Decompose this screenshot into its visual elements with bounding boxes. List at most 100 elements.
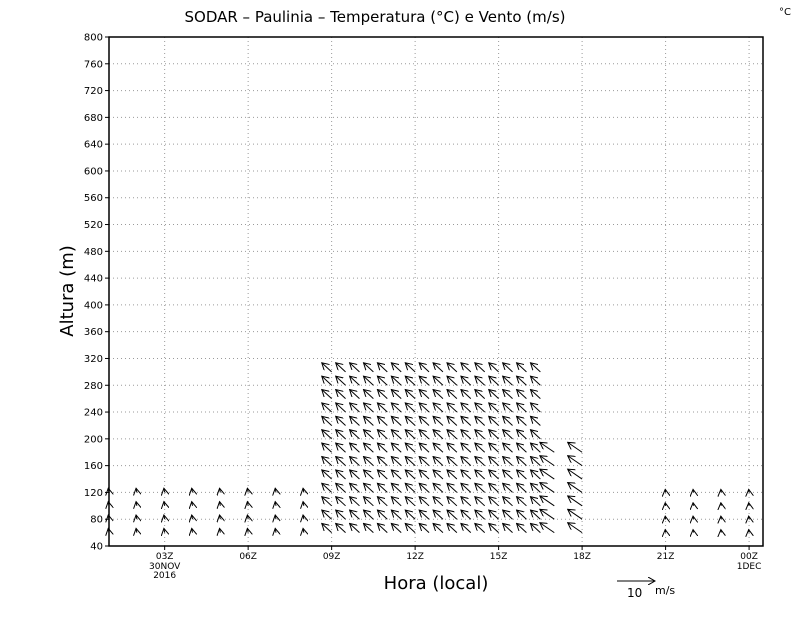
wind-arrow	[364, 430, 374, 440]
wind-arrow	[503, 470, 513, 480]
wind-arrow	[568, 442, 583, 453]
wind-arrow	[489, 443, 499, 453]
wind-arrow	[405, 363, 416, 373]
wind-arrow	[475, 376, 486, 386]
wind-arrow	[419, 376, 430, 386]
wind-arrow	[489, 497, 499, 507]
wind-arrow	[391, 416, 402, 426]
wind-arrow	[350, 390, 360, 400]
wind-arrow	[391, 403, 402, 413]
wind-arrow	[540, 469, 555, 480]
wind-arrow	[322, 457, 332, 466]
grid	[109, 37, 763, 546]
wind-arrow	[322, 510, 332, 520]
wind-arrow	[461, 376, 472, 386]
wind-arrow	[447, 416, 458, 426]
wind-arrow	[322, 363, 332, 373]
wind-arrow	[391, 363, 402, 373]
wind-arrow	[164, 528, 165, 532]
wind-arrow	[475, 403, 486, 413]
wind-arrow	[405, 430, 416, 440]
wind-arrow	[377, 470, 388, 480]
wind-arrow	[433, 390, 444, 400]
wind-arrow	[336, 430, 346, 440]
wind-arrow	[405, 497, 416, 507]
wind-arrow	[336, 443, 346, 453]
wind-arrow	[350, 523, 360, 533]
date-label: 30NOV	[149, 562, 181, 572]
wind-arrow	[461, 457, 472, 466]
wind-arrow	[364, 510, 374, 520]
wind-arrow	[220, 488, 221, 492]
wind-arrow	[530, 510, 541, 520]
wind-arrow	[433, 497, 444, 507]
wind-arrow	[136, 515, 137, 519]
wind-arrow	[247, 488, 248, 492]
wind-arrow	[475, 523, 486, 533]
wind-arrow	[530, 376, 541, 386]
wind-arrow	[220, 502, 221, 506]
wind-arrow	[336, 376, 346, 386]
wind-arrow	[530, 457, 541, 466]
wind-arrow	[350, 510, 360, 520]
x-tick-label: 03Z	[156, 552, 174, 562]
wind-arrow	[517, 390, 527, 400]
corner-unit-label: °C	[779, 7, 791, 18]
wind-arrow	[433, 376, 444, 386]
wind-arrow	[447, 523, 458, 533]
wind-arrow	[489, 363, 499, 373]
wind-arrow	[530, 416, 541, 426]
y-tick-label: 680	[84, 113, 103, 124]
wind-arrow	[391, 523, 402, 533]
wind-arrow	[364, 363, 374, 373]
y-tick-label: 80	[90, 515, 103, 526]
wind-arrow	[475, 497, 486, 507]
wind-arrow	[530, 483, 541, 493]
wind-arrow	[164, 515, 165, 519]
wind-arrow	[503, 363, 513, 373]
wind-arrow	[247, 502, 248, 506]
wind-arrow	[391, 443, 402, 453]
wind-arrow	[461, 470, 472, 480]
wind-arrow	[405, 443, 416, 453]
wind-arrow	[350, 376, 360, 386]
wind-arrow	[517, 403, 527, 413]
wind-arrow	[540, 523, 555, 534]
wind-arrow	[364, 497, 374, 507]
wind-arrow	[568, 469, 583, 480]
wind-arrow	[433, 470, 444, 480]
wind-arrow	[489, 376, 499, 386]
wind-arrow	[322, 470, 332, 480]
wind-arrow	[405, 416, 416, 426]
wind-arrow	[364, 390, 374, 400]
wind-arrow	[503, 443, 513, 453]
wind-arrow	[475, 483, 486, 493]
wind-arrow	[461, 483, 472, 493]
wind-arrow	[391, 483, 402, 493]
wind-arrow	[336, 523, 346, 533]
wind-arrow	[136, 528, 137, 532]
wind-arrow	[377, 483, 388, 493]
y-tick-label: 160	[84, 461, 103, 472]
wind-arrow	[405, 483, 416, 493]
wind-arrow	[517, 497, 527, 507]
wind-arrow	[461, 510, 472, 520]
wind-arrow	[530, 403, 541, 413]
wind-arrow	[336, 497, 346, 507]
wind-arrow	[540, 483, 555, 493]
wind-arrow	[364, 470, 374, 480]
wind-arrow	[350, 416, 360, 426]
wind-arrow	[377, 443, 388, 453]
wind-arrow	[377, 430, 388, 440]
wind-arrow	[322, 523, 332, 533]
wind-arrow	[530, 523, 541, 533]
y-tick-label: 40	[90, 542, 103, 553]
wind-arrow	[447, 430, 458, 440]
wind-arrow	[364, 523, 374, 533]
wind-arrow	[303, 502, 304, 506]
wind-arrow	[350, 470, 360, 480]
wind-arrow	[350, 483, 360, 493]
wind-arrow	[517, 483, 527, 493]
wind-arrow	[433, 416, 444, 426]
wind-arrow	[433, 483, 444, 493]
